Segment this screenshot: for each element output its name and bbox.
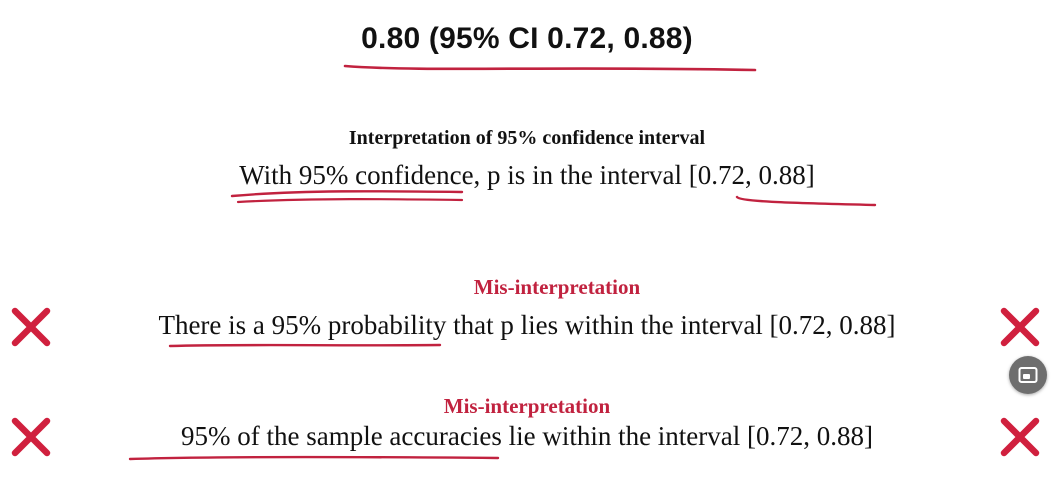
misinterpretation-label-1: Mis-interpretation [473,275,641,299]
cross-icon [11,417,51,457]
misinterpretation-label-2: Mis-interpretation [443,394,611,418]
cross-icon [1000,307,1040,347]
probability-underline [168,343,442,348]
cross-icon [1000,417,1040,457]
confidence-underline [230,190,464,198]
interpretation-title: Interpretation of 95% confidence interva… [348,127,706,149]
sample-accuracies-underline [128,455,500,461]
picture-in-picture-icon [1018,367,1038,383]
misinterpretation-sentence-2: 95% of the sample accuracies lie within … [180,421,874,451]
interpretation-sentence: With 95% confidence, p is in the interva… [239,160,815,190]
confidence-underline-second [236,198,464,204]
headline-underline [343,64,757,72]
headline-estimate: 0.80 (95% CI 0.72, 0.88) [361,22,693,55]
picture-in-picture-button[interactable] [1009,356,1047,394]
interval-underline [735,195,877,207]
misinterpretation-sentence-1: There is a 95% probability that p lies w… [158,310,896,340]
cross-icon [11,307,51,347]
